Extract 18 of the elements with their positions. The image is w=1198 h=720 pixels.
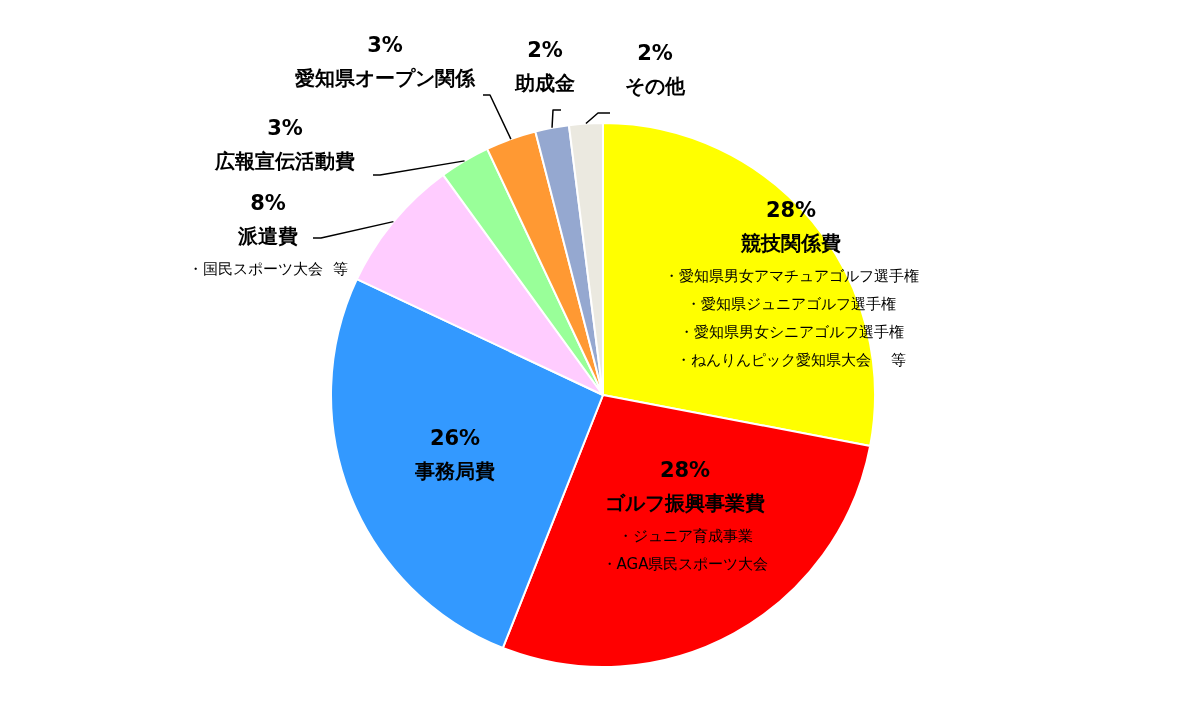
data-label: 3%: [367, 33, 403, 58]
data-label: 8%: [250, 191, 286, 216]
slice-label: 助成金: [514, 71, 575, 96]
data-label: 2%: [637, 41, 673, 66]
text: ・ジュニア育成事業: [617, 526, 753, 545]
data-label: 26%: [429, 426, 481, 451]
data-label: 2%: [527, 38, 563, 63]
data-label: 28%: [659, 458, 711, 483]
slice-label: 広報宣伝活動費: [214, 149, 355, 174]
slice-label: 派遣費: [237, 224, 298, 249]
text: ・AGA県民スポーツ大会: [601, 554, 769, 573]
slice-label: その他: [625, 74, 686, 99]
slice-label: 事務局費: [414, 459, 495, 484]
text: ・国民スポーツ大会 等: [188, 259, 348, 278]
slice-label: 愛知県オープン関係: [295, 66, 476, 91]
slice-label: ゴルフ振興事業費: [605, 491, 765, 516]
text: ・ねんりんピック愛知県大会 等: [676, 350, 906, 369]
data-label: 3%: [267, 116, 303, 141]
